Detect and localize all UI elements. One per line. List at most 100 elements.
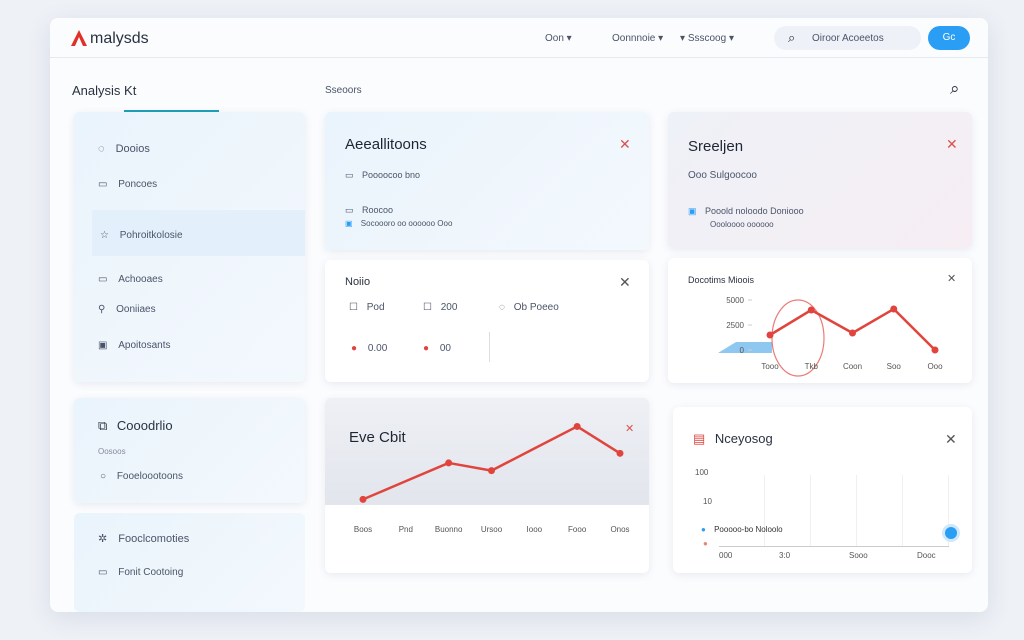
x-tick-label: Pnd [399,525,413,534]
close[interactable]: ✕ [945,431,957,447]
nav-row[interactable]: ▭ Poncoes [98,179,158,190]
axis-label: 10 [703,497,712,506]
eve-chart: Boos Pnd Buonno Ursoo Iooo Fooo Onos [354,422,630,534]
panel-row[interactable]: ▭ Fonit Cootoing [98,567,184,578]
amount: ● 00 [423,343,451,354]
close[interactable]: ✕ [619,136,631,152]
card-title: Noiio [345,276,371,288]
x-tick-label: Tooo [761,362,779,371]
x-tick-label: Ursoo [481,525,503,534]
x-tick-label: Tkb [805,362,819,371]
card: Eve Cbit ✕ [325,398,649,573]
option[interactable]: ☐ Pod [349,302,385,313]
x-tick-label: Iooo [527,525,543,534]
row: ▣ Socoooro oo oooooo Ooo [345,219,453,228]
divider [50,57,988,58]
x-tick-label: Buonno [435,525,463,534]
card: Aeeallitoons ✕ ▭ Poooocoo bno ▭ Roocoo ▣… [325,112,649,250]
nav-row[interactable]: ▣ Apoitosants [98,340,171,351]
row: ▣ Pooold noloodo Doniooo [688,206,804,216]
search-box[interactable]: Oiroor Acoeetos ⌕ [774,26,921,50]
option[interactable]: ◌ Ob Poeeo [499,302,559,313]
y-tick-label: 2500 [726,321,744,330]
close[interactable]: ✕ [619,274,631,290]
row: Oooloooo oooooo [710,220,774,229]
point [359,495,367,503]
card-subtitle: Ooo Sulgoocoo [688,170,757,181]
card: Docotims Mioois ✕ [668,258,972,383]
nav-row[interactable]: ⚲ Ooniiaes [98,304,156,315]
x-tick-label: 000 [719,551,733,560]
x-tick-label: Dooc [917,551,936,560]
panel-subtitle: Oosoos [98,447,126,456]
row: ▭ Roocoo [345,205,394,215]
nav-item[interactable]: ▾ Ssscoog ▾ [680,33,734,44]
trend-chart: 0 2500 5000 Tooo Tkb Coon Soo Ooo [718,296,943,377]
active-row [92,210,305,256]
x-tick-label: Onos [610,525,629,534]
tab[interactable]: Sseoors [325,85,362,96]
card-title: Aeeallitoons [345,136,427,153]
panel [74,398,305,503]
point [616,449,624,457]
point [445,459,453,467]
nav-row[interactable]: ☆ Pohroitkolosie [100,230,183,241]
close[interactable]: ✕ [625,423,635,435]
indicator [945,527,957,539]
divider [489,332,490,362]
x-tick-label: Fooo [568,525,587,534]
card: ▤ Nceyosog ✕ 100 10 ● Pooooo-bo Noloolo … [673,407,972,573]
card-title: ▤ Nceyosog [693,431,773,446]
nav-row[interactable]: ▭ Achooaes [98,274,163,285]
point [488,467,495,475]
line [362,425,621,501]
point [807,306,815,314]
search-icon: ⌕ [788,30,796,45]
nav-label: Oon [545,33,564,44]
area-accent [718,342,772,353]
y-tick-label: 5000 [726,296,744,305]
option[interactable]: ☐ 200 [423,302,458,313]
card: Sreeljen ✕ Ooo Sulgoocoo ▣ Pooold nolood… [668,112,972,248]
panel-title: ⧉ Cooodrlio [98,418,173,433]
row: ▭ Poooocoo bno [345,170,421,180]
x-tick-label: 3:0 [779,551,791,560]
card-title: Eve Cbit [349,429,406,446]
close[interactable]: ✕ [946,136,958,152]
x-tick-label: Ooo [927,362,943,371]
x-tick-label: Boos [354,525,372,534]
legend-dot: ● [703,539,708,548]
highlight [771,299,825,377]
axis-label: 100 [695,468,709,477]
x-tick-label: Sooo [849,551,868,560]
legend: ● Pooooo-bo Noloolo [701,525,783,534]
nav-item[interactable]: Oonnnoie ▾ [612,33,664,44]
page-title: Analysis Kt [72,83,137,98]
button[interactable]: Gc [928,26,970,50]
plot-area [719,475,949,547]
card-title: Sreeljen [688,138,744,155]
point [849,329,856,337]
search-placeholder: Oiroor Acoeetos [812,33,884,44]
panel-row[interactable]: ✲ Fooclcomoties [98,533,190,545]
search-icon[interactable]: ⌕ [950,79,960,98]
card-title: Docotims Mioois [688,275,755,285]
card: Noiio ✕ ☐ Pod ☐ 200 ◌ Ob Poeeo ● 0.00 ● … [325,260,649,382]
x-tick-label: Soo [887,362,902,371]
x-tick-label: Coon [843,362,862,371]
logo [71,30,87,46]
panel [74,513,305,612]
brand: malysds [90,30,149,47]
nav-row[interactable]: ◌ Dooios [98,143,150,155]
tab-underline [124,110,219,112]
point [931,346,939,354]
y-tick-label: 0 [740,346,745,355]
point [890,305,898,313]
panel-row[interactable]: ○ Fooeloootoons [100,471,183,482]
nav-label: Oonnnoie [612,33,656,44]
close[interactable]: ✕ [947,273,957,285]
nav-item[interactable]: Oon ▾ [545,33,572,44]
nav-label: Ssscoog [687,33,727,44]
point [766,331,774,339]
